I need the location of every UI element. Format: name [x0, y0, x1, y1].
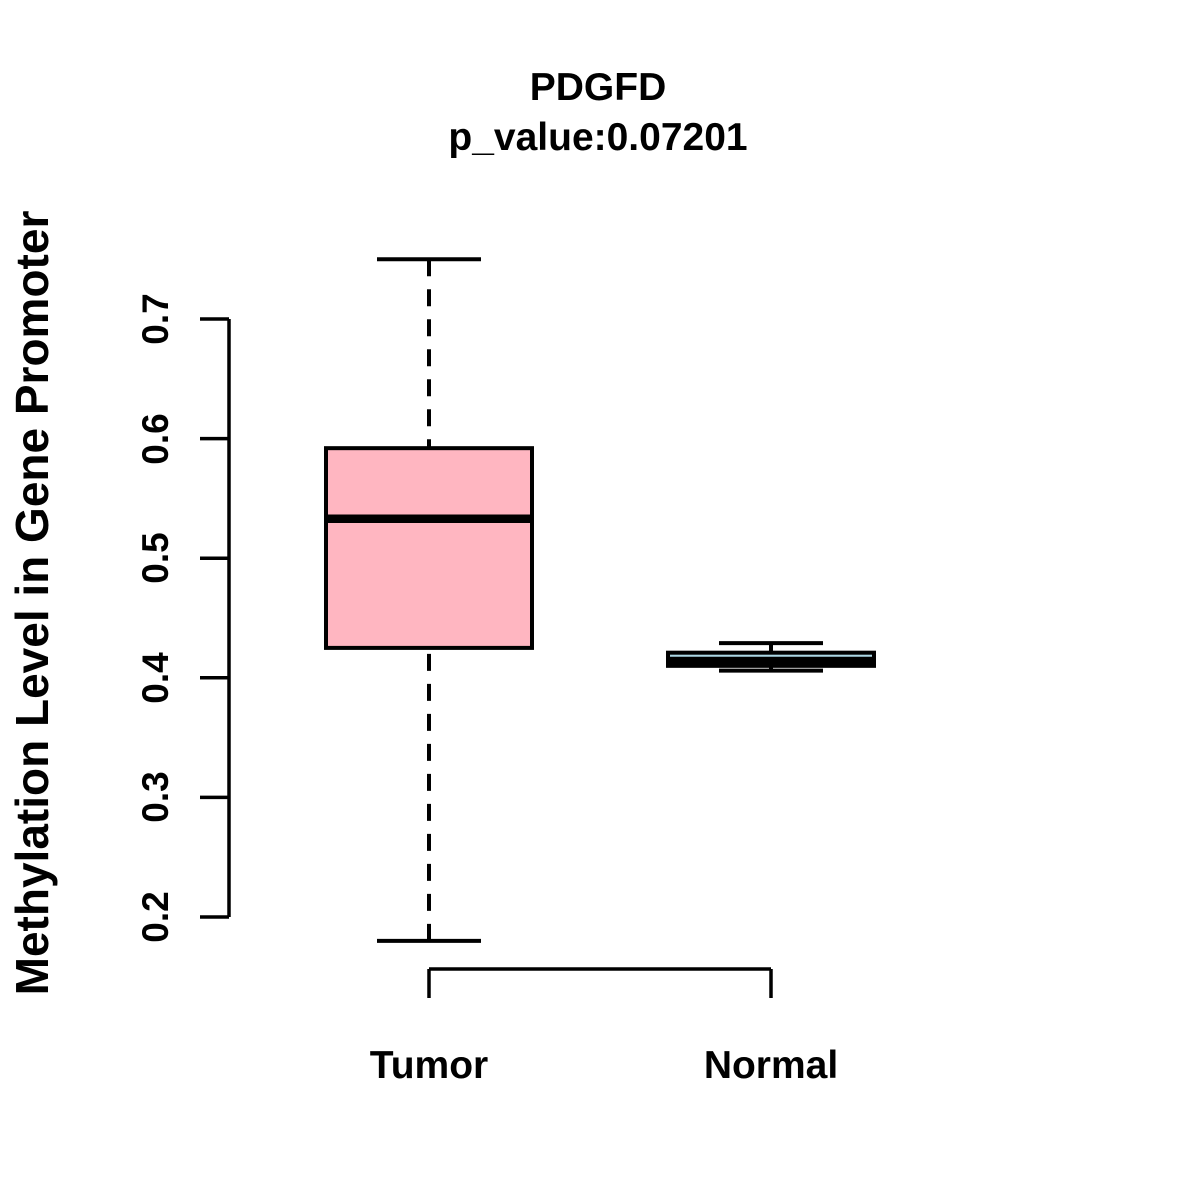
chart-title: PDGFD — [529, 66, 667, 109]
y-axis-tick-label: 0.4 — [135, 652, 176, 704]
chart-subtitle-pvalue: p_value:0.07201 — [448, 116, 748, 159]
y-axis-tick-label: 0.6 — [135, 412, 176, 465]
category-label-normal: Normal — [703, 1044, 839, 1087]
y-axis-tick-label: 0.5 — [135, 532, 176, 584]
y-axis-tick-label: 0.7 — [135, 293, 176, 345]
tumor-box — [324, 446, 534, 650]
y-axis-tick-label: 0.3 — [135, 771, 176, 824]
category-label-tumor: Tumor — [369, 1044, 489, 1087]
y-axis-tick-label: 0.2 — [135, 891, 176, 943]
